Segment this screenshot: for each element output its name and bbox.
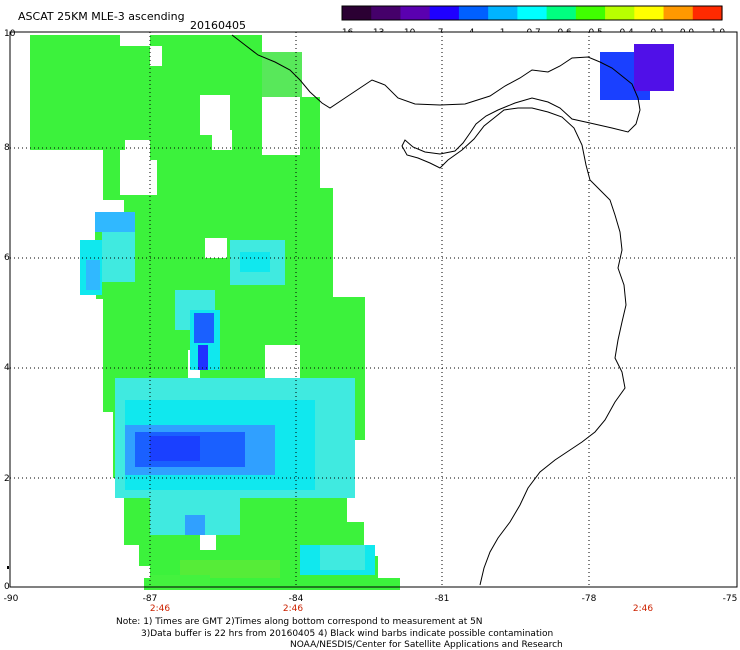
colorbar-swatch <box>371 6 402 20</box>
swath-tile <box>150 575 210 590</box>
pass-time-label: 2:46 <box>633 604 653 614</box>
longitude-labels: -90 -87 -84 -81 -78 -75 <box>4 594 738 604</box>
colorbar-swatch <box>546 6 577 20</box>
colorbar-swatch <box>400 6 431 20</box>
lon-label: -87 <box>143 594 158 604</box>
pass-time-label: 2:46 <box>283 604 303 614</box>
lat-label: 8 <box>4 143 10 153</box>
note-line-2: 3)Data buffer is 22 hrs from 20160405 4)… <box>141 629 553 639</box>
colorbar-swatch <box>458 6 489 20</box>
lat-label: 4 <box>4 363 10 373</box>
map-title: ASCAT 25KM MLE-3 ascending <box>18 10 185 23</box>
lon-label: -78 <box>582 594 597 604</box>
lon-label: -90 <box>4 594 19 604</box>
lon-label: -75 <box>723 594 738 604</box>
swath-blue-regions <box>125 313 275 535</box>
note-line-3: NOAA/NESDIS/Center for Satellite Applica… <box>290 640 563 650</box>
colorbar-swatch <box>517 6 548 20</box>
colorbar-swatch <box>634 6 665 20</box>
colorbar-swatch <box>342 6 372 20</box>
map-frame <box>9 31 738 588</box>
lon-label: -81 <box>435 594 450 604</box>
pass-time-labels: 2:46 2:46 2:46 <box>150 604 653 614</box>
colorbar-swatch <box>488 6 518 20</box>
swath-tile <box>180 560 280 578</box>
footer-notes: Note: 1) Times are GMT 2)Times along bot… <box>116 617 563 650</box>
colorbar-swatch <box>575 6 606 20</box>
latitude-labels: 10 8 6 4 2 0 <box>4 29 16 592</box>
map-date: 20160405 <box>190 19 246 32</box>
note-line-1: Note: 1) Times are GMT 2)Times along bot… <box>116 617 483 627</box>
map-grid <box>10 32 737 587</box>
lat-label: 0 <box>4 582 10 592</box>
lat-label: 6 <box>4 253 10 263</box>
swath-purple-square <box>634 44 674 91</box>
pass-time-label: 2:46 <box>150 604 170 614</box>
lat-label: 2 <box>4 474 10 484</box>
axis-tick-marker <box>7 566 9 569</box>
lon-label: -84 <box>289 594 304 604</box>
map-area <box>7 31 738 590</box>
colorbar-frame <box>341 5 723 21</box>
colorbar-swatch <box>429 6 460 20</box>
colorbar-swatch <box>605 6 635 20</box>
coastline <box>231 34 641 586</box>
colorbar-swatch <box>692 6 723 20</box>
colorbar-swatch <box>663 6 694 20</box>
lat-label: 10 <box>4 29 16 39</box>
